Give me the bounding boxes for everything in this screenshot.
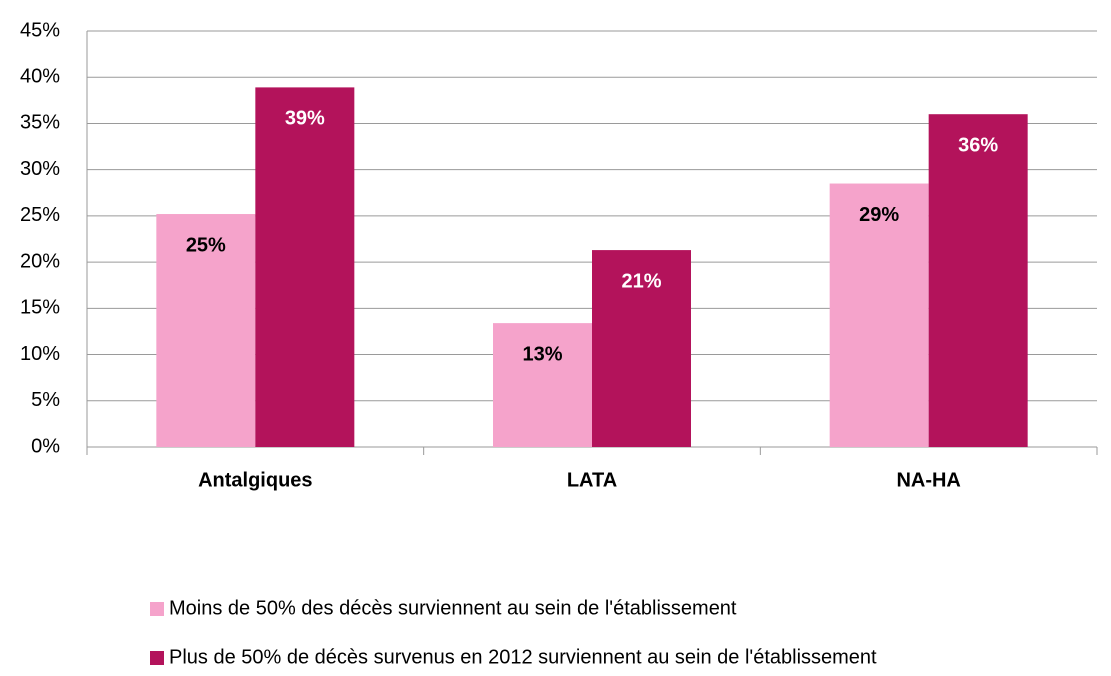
bar (829, 183, 929, 448)
legend-swatch (150, 602, 164, 616)
bar (493, 323, 592, 447)
value-label: 21% (621, 270, 661, 292)
y-tick-label: 15% (20, 297, 60, 319)
y-tick-label: 10% (20, 343, 60, 365)
bar (156, 214, 256, 447)
value-label: 25% (186, 234, 226, 256)
value-label: 13% (522, 343, 562, 365)
bar (255, 87, 355, 447)
value-label: 36% (958, 134, 998, 156)
value-label: 39% (285, 108, 325, 130)
legend-label: Moins de 50% des décès surviennent au se… (169, 597, 737, 619)
y-tick-label: 5% (31, 389, 60, 411)
bar (928, 114, 1028, 447)
y-tick-label: 25% (20, 204, 60, 226)
value-label: 29% (859, 204, 899, 226)
x-tick-label: LATA (567, 469, 617, 491)
y-tick-label: 30% (20, 158, 60, 180)
y-tick-label: 20% (20, 250, 60, 272)
legend-swatch (150, 651, 164, 665)
y-tick-label: 40% (20, 66, 60, 88)
y-tick-label: 45% (20, 19, 60, 41)
legend-label: Plus de 50% de décès survenus en 2012 su… (169, 646, 877, 668)
y-tick-label: 35% (20, 112, 60, 134)
x-tick-label: NA-HA (896, 469, 960, 491)
x-tick-label: Antalgiques (198, 469, 312, 491)
bar (592, 250, 691, 447)
y-tick-label: 0% (31, 435, 60, 457)
